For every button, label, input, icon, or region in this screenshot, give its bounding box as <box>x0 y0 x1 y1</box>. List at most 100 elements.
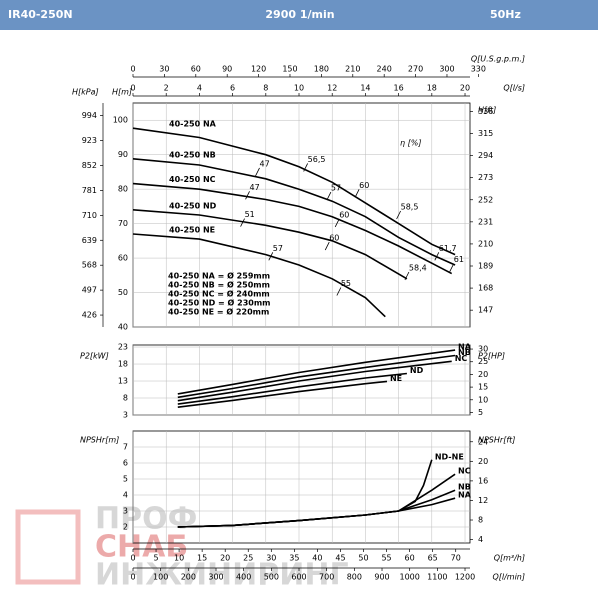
y-tick-label: 3 <box>123 411 128 420</box>
y-tick-label: 4 <box>123 491 128 500</box>
x-tick-label: 12 <box>327 84 337 93</box>
efficiency-mark <box>268 252 274 261</box>
x-tick-label: 0 <box>130 573 135 582</box>
y-axis-label: H[m] <box>112 88 132 97</box>
curve <box>132 127 456 256</box>
x-tick-label: 900 <box>374 573 389 582</box>
y2-tick-label: 30 <box>478 345 488 354</box>
y-outer-tick-label: 852 <box>82 161 97 170</box>
y2-tick-label: 273 <box>478 173 493 182</box>
efficiency-label: 61,7 <box>439 244 457 253</box>
y2-tick-label: 294 <box>478 151 493 160</box>
x-tick-label: 240 <box>377 65 392 74</box>
y-tick-label: 90 <box>118 150 128 159</box>
x-tick-label: 270 <box>408 65 423 74</box>
y-tick-label: 6 <box>123 459 128 468</box>
x-tick-label: 20 <box>220 554 230 563</box>
curve-label: 40-250 NC <box>169 175 216 184</box>
efficiency-mark <box>245 191 250 200</box>
x-tick-label: 18 <box>427 84 437 93</box>
curve-label: NC <box>455 354 468 363</box>
efficiency-mark <box>404 271 410 281</box>
x-tick-label: 4 <box>197 84 202 93</box>
x-tick-label: 300 <box>208 573 223 582</box>
y-tick-label: 23 <box>118 343 128 352</box>
y-tick-label: 2 <box>123 523 128 532</box>
x-tick-label: 14 <box>360 84 370 93</box>
x-tick-label: 100 <box>153 573 168 582</box>
y-outer-tick-label: 710 <box>82 211 97 220</box>
curve <box>177 459 433 528</box>
y-axis-label: NPSHr[m] <box>80 436 119 445</box>
y2-tick-label: 10 <box>478 395 488 404</box>
y2-tick-label: 252 <box>478 195 493 204</box>
x-tick-label: 500 <box>264 573 279 582</box>
x-tick-label: 2 <box>164 84 169 93</box>
x-tick-label: 50 <box>358 554 368 563</box>
curve <box>177 380 388 408</box>
efficiency-mark <box>255 167 260 177</box>
diameter-note: 40-250 ND = Ø 230mm <box>168 298 271 308</box>
x-tick-label: 40 <box>312 554 322 563</box>
curve-label: 40-250 NE <box>169 225 215 234</box>
y2-tick-label: 336 <box>478 107 493 116</box>
diameter-note: 40-250 NE = Ø 220mm <box>168 307 269 317</box>
y-tick-label: 13 <box>118 377 128 386</box>
x-tick-label: 6 <box>230 84 235 93</box>
curve-label: ND-NE <box>435 452 464 461</box>
diameter-note: 40-250 NB = Ø 250mm <box>168 280 270 290</box>
frequency: 50Hz <box>490 8 521 21</box>
x-tick-label: 55 <box>381 554 391 563</box>
x-tick-label: 60 <box>191 65 201 74</box>
x-axis-label: Q[l/min] <box>492 573 525 582</box>
watermark-text: ИНЖИНИРИНГ <box>95 558 349 593</box>
curve <box>132 209 408 280</box>
efficiency-mark <box>326 191 332 201</box>
efficiency-label: 58,4 <box>409 263 427 272</box>
curve-label: 40-250 NB <box>169 150 216 159</box>
x-tick-label: 0 <box>130 554 135 563</box>
y2-tick-label: 315 <box>478 129 493 138</box>
y-tick-label: 100 <box>113 116 128 125</box>
x-tick-label: 45 <box>335 554 345 563</box>
y-outer-tick-label: 426 <box>82 311 97 320</box>
x-tick-label: 5 <box>154 554 159 563</box>
y2-tick-label: 20 <box>478 370 488 379</box>
y-tick-label: 50 <box>118 288 128 297</box>
y2-tick-label: 210 <box>478 239 493 248</box>
y2-axis-label: H[ft] <box>478 106 496 115</box>
efficiency-label: 56,5 <box>308 155 326 164</box>
x-tick-label: 330 <box>471 65 486 74</box>
y2-tick-label: 5 <box>478 408 483 417</box>
curve <box>177 360 452 402</box>
y2-tick-label: 8 <box>478 516 483 525</box>
y-tick-label: 18 <box>118 360 128 369</box>
efficiency-label: 47 <box>250 183 260 192</box>
efficiency-label: 47 <box>260 159 270 168</box>
efficiency-label: 60 <box>339 210 349 219</box>
y-outer-tick-label: 994 <box>82 111 97 120</box>
y2-tick-label: 15 <box>478 383 488 392</box>
y-outer-tick-label: 781 <box>82 186 97 195</box>
curve <box>177 354 456 399</box>
y2-tick-label: 25 <box>478 357 488 366</box>
efficiency-label: 51 <box>245 210 255 219</box>
x-axis-label: Q[m³/h] <box>494 554 525 563</box>
x-tick-label: 120 <box>251 65 266 74</box>
x-tick-label: 210 <box>345 65 360 74</box>
curve <box>132 182 453 275</box>
efficiency-mark <box>240 218 245 227</box>
x-tick-label: 150 <box>282 65 297 74</box>
diameter-note: 40-250 NC = Ø 240mm <box>168 289 270 299</box>
y-tick-label: 70 <box>118 219 128 228</box>
watermark: ПРОФ СНАБ ИНЖИНИРИНГ <box>15 502 349 593</box>
watermark-text: ПРОФ <box>95 502 197 537</box>
y2-tick-label: 12 <box>478 496 488 505</box>
x-tick-label: 60 <box>405 554 415 563</box>
y-tick-label: 5 <box>123 475 128 484</box>
x-axis-label: Q[U.S.g.p.m.] <box>471 55 525 64</box>
curve-label: NC <box>458 467 471 476</box>
y-outer-axis-label: H[kPa] <box>72 88 99 97</box>
y2-tick-label: 168 <box>478 284 493 293</box>
y-outer-tick-label: 639 <box>82 236 97 245</box>
